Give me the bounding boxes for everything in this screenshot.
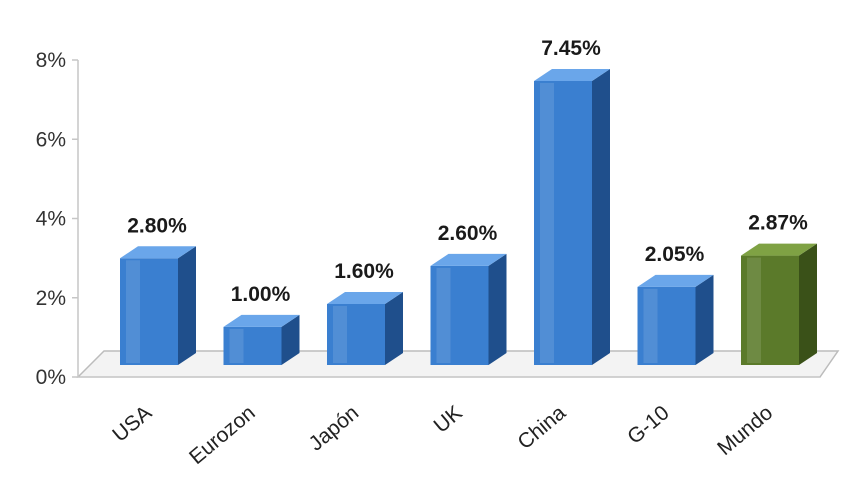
bar-eurozon <box>223 314 300 365</box>
bar-front <box>223 326 282 365</box>
bar-side <box>695 274 714 365</box>
x-tick-label: China <box>513 401 570 454</box>
bar-highlight <box>643 288 658 363</box>
data-label: 1.00% <box>231 283 291 306</box>
bar-uk <box>430 253 507 365</box>
bar-top <box>534 68 610 81</box>
y-tick-label: 4% <box>36 208 66 231</box>
data-label: 2.60% <box>438 222 498 245</box>
bar-usa <box>120 246 196 365</box>
bar-front <box>327 304 385 365</box>
bar-top <box>327 292 403 304</box>
bar-side <box>488 253 507 365</box>
x-axis-labels: USA Eurozon Japón UK China G-10 Mundo <box>108 401 777 469</box>
data-label: 1.60% <box>334 260 394 283</box>
bar-highlight <box>126 260 140 363</box>
x-tick-label: Eurozon <box>185 401 260 469</box>
bar-highlight <box>333 306 347 363</box>
bar-front <box>534 80 592 365</box>
bar-front <box>637 286 696 365</box>
data-label: 2.80% <box>127 214 187 237</box>
y-tick-label: 0% <box>36 366 66 389</box>
x-tick-label: G-10 <box>623 401 674 449</box>
bar-front <box>741 255 799 365</box>
bar-side <box>799 243 817 365</box>
bar-top <box>120 246 196 259</box>
bar-top <box>223 314 300 327</box>
x-tick-label: Mundo <box>713 401 777 460</box>
y-tick-label: 2% <box>36 287 66 310</box>
data-labels: 2.80% 1.00% 1.60% 2.60% 7.45% 2.05% 2.87% <box>127 37 808 306</box>
x-tick-label: UK <box>430 401 467 437</box>
bar-highlight <box>229 328 244 363</box>
bar-side <box>281 314 300 365</box>
y-axis: 0% 2% 4% 6% 8% <box>36 49 79 389</box>
bar-side <box>178 246 196 365</box>
bar-g-10 <box>637 274 714 365</box>
x-tick-label: Japón <box>305 401 364 455</box>
y-tick-label: 6% <box>36 128 66 151</box>
bar-side <box>592 68 610 365</box>
bar-highlight <box>747 257 761 363</box>
bar-top <box>430 253 507 266</box>
data-label: 2.87% <box>748 212 808 235</box>
bars <box>120 68 817 365</box>
bar-highlight <box>436 267 451 363</box>
bar-china <box>534 68 610 365</box>
data-label: 2.05% <box>645 243 705 266</box>
x-tick-label: USA <box>108 401 156 446</box>
bar-front <box>120 258 178 365</box>
data-label: 7.45% <box>541 37 601 60</box>
bar-top <box>741 243 817 256</box>
bar-mundo <box>741 243 817 365</box>
bar-jap-n <box>327 292 403 365</box>
y-tick-label: 8% <box>36 49 66 72</box>
bar-highlight <box>540 82 554 363</box>
bar-side <box>385 292 403 365</box>
bar-front <box>430 265 489 365</box>
bar-top <box>637 274 714 287</box>
